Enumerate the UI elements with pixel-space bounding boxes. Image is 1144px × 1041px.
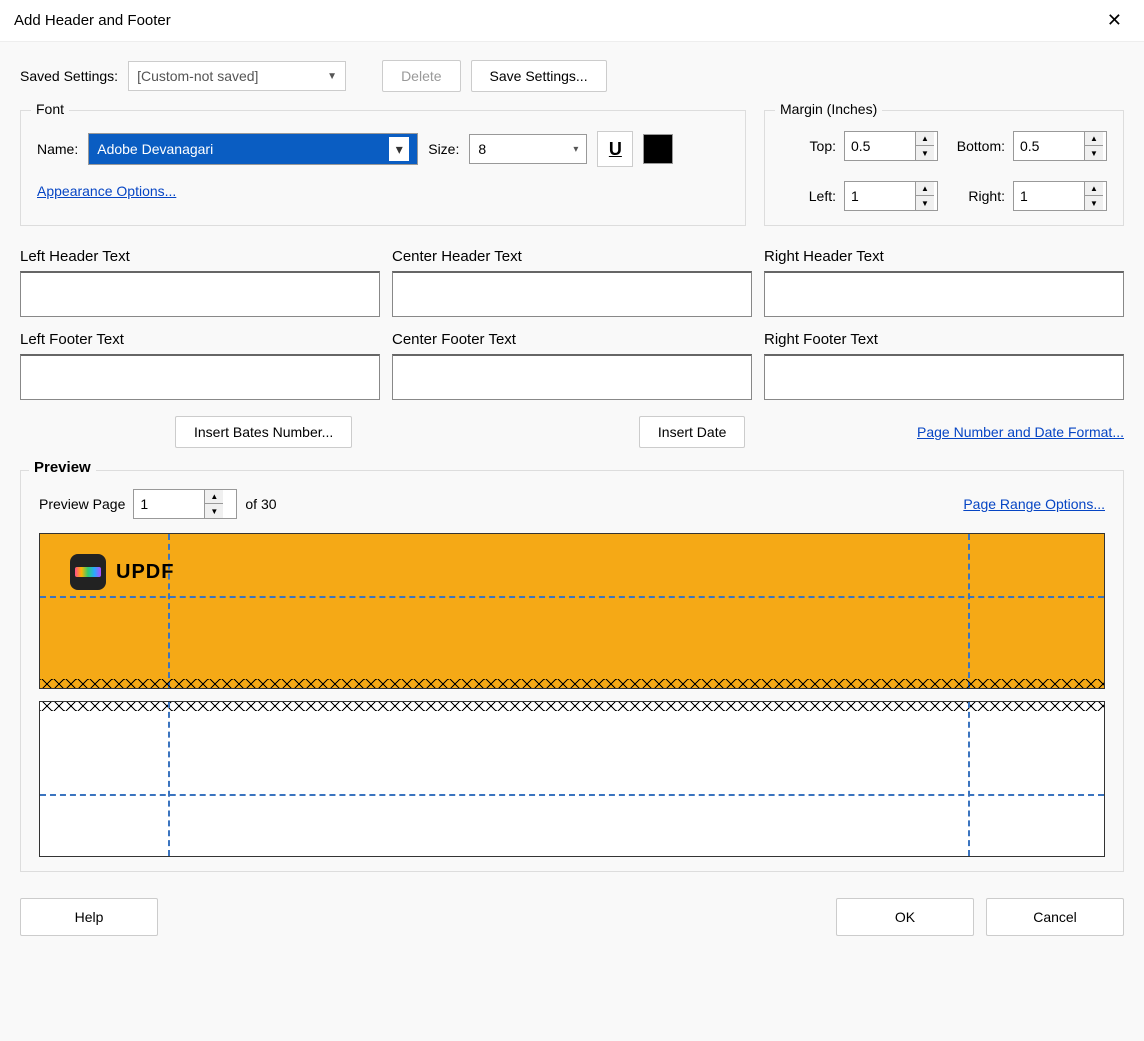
margin-left-label: Left: xyxy=(809,188,836,204)
margin-top-input[interactable] xyxy=(845,132,915,160)
page-range-options-link[interactable]: Page Range Options... xyxy=(963,496,1105,512)
preview-group: Preview Preview Page ▲▼ of 30 Page Range… xyxy=(20,470,1124,872)
saved-settings-value: [Custom-not saved] xyxy=(137,68,258,84)
font-group-label: Font xyxy=(31,101,69,117)
save-settings-button[interactable]: Save Settings... xyxy=(471,60,607,92)
font-size-select[interactable]: 8 ▾ xyxy=(469,134,587,164)
margin-guide-left xyxy=(168,702,170,856)
tear-edge-icon xyxy=(40,679,1104,689)
font-size-label: Size: xyxy=(428,141,459,157)
preview-page-label: Preview Page xyxy=(39,496,125,512)
margin-guide-right xyxy=(968,534,970,688)
font-name-value: Adobe Devanagari xyxy=(97,141,213,157)
page-number-format-link[interactable]: Page Number and Date Format... xyxy=(917,424,1124,440)
spinner-up-icon[interactable]: ▲ xyxy=(1085,182,1103,196)
center-footer-input[interactable] xyxy=(392,354,752,400)
insert-bates-button[interactable]: Insert Bates Number... xyxy=(175,416,352,448)
ok-button[interactable]: OK xyxy=(836,898,974,936)
margin-right-spinner[interactable]: ▲▼ xyxy=(1013,181,1107,211)
chevron-down-icon: ▼ xyxy=(327,71,337,82)
close-icon[interactable]: ✕ xyxy=(1099,8,1130,33)
spinner-down-icon[interactable]: ▼ xyxy=(916,146,934,160)
margin-bottom-label: Bottom: xyxy=(957,138,1005,154)
preview-group-label: Preview xyxy=(29,459,96,476)
insert-date-button[interactable]: Insert Date xyxy=(639,416,745,448)
updf-icon xyxy=(70,554,106,590)
font-name-select[interactable]: Adobe Devanagari ▾ xyxy=(88,133,418,165)
underline-button[interactable]: U xyxy=(597,131,633,167)
delete-button[interactable]: Delete xyxy=(382,60,460,92)
margin-group: Margin (Inches) Top: ▲▼ Bottom: ▲▼ xyxy=(764,110,1124,226)
margin-bottom-spinner[interactable]: ▲▼ xyxy=(1013,131,1107,161)
font-color-swatch[interactable] xyxy=(643,134,673,164)
center-header-label: Center Header Text xyxy=(392,248,752,265)
right-footer-label: Right Footer Text xyxy=(764,331,1124,348)
margin-guide-top xyxy=(40,596,1104,598)
saved-settings-select[interactable]: [Custom-not saved] ▼ xyxy=(128,61,346,91)
preview-header-pane: UPDF xyxy=(39,533,1105,689)
right-header-label: Right Header Text xyxy=(764,248,1124,265)
spinner-down-icon[interactable]: ▼ xyxy=(1085,146,1103,160)
left-header-input[interactable] xyxy=(20,271,380,317)
tear-edge-icon xyxy=(40,701,1104,711)
chevron-down-icon: ▾ xyxy=(573,144,578,155)
chevron-down-icon: ▾ xyxy=(389,137,409,161)
center-footer-label: Center Footer Text xyxy=(392,331,752,348)
font-name-label: Name: xyxy=(37,141,78,157)
preview-page-input[interactable] xyxy=(134,490,204,518)
updf-logo: UPDF xyxy=(70,554,174,590)
spinner-up-icon[interactable]: ▲ xyxy=(1085,132,1103,146)
preview-page-spinner[interactable]: ▲▼ xyxy=(133,489,237,519)
spinner-up-icon[interactable]: ▲ xyxy=(205,490,223,504)
left-footer-label: Left Footer Text xyxy=(20,331,380,348)
font-size-value: 8 xyxy=(478,141,486,157)
right-footer-input[interactable] xyxy=(764,354,1124,400)
help-button[interactable]: Help xyxy=(20,898,158,936)
margin-top-label: Top: xyxy=(810,138,836,154)
margin-right-input[interactable] xyxy=(1014,182,1084,210)
left-header-label: Left Header Text xyxy=(20,248,380,265)
spinner-up-icon[interactable]: ▲ xyxy=(916,182,934,196)
preview-footer-pane xyxy=(39,701,1105,857)
margin-group-label: Margin (Inches) xyxy=(775,101,882,117)
updf-logo-text: UPDF xyxy=(116,561,174,584)
spinner-down-icon[interactable]: ▼ xyxy=(1085,196,1103,210)
margin-top-spinner[interactable]: ▲▼ xyxy=(844,131,938,161)
margin-guide-right xyxy=(968,702,970,856)
margin-guide-bottom xyxy=(40,794,1104,796)
right-header-input[interactable] xyxy=(764,271,1124,317)
preview-of-total: of 30 xyxy=(245,496,276,512)
spinner-down-icon[interactable]: ▼ xyxy=(916,196,934,210)
cancel-button[interactable]: Cancel xyxy=(986,898,1124,936)
margin-right-label: Right: xyxy=(968,188,1005,204)
saved-settings-label: Saved Settings: xyxy=(20,68,118,84)
font-group: Font Name: Adobe Devanagari ▾ Size: 8 ▾ … xyxy=(20,110,746,226)
spinner-up-icon[interactable]: ▲ xyxy=(916,132,934,146)
appearance-options-link[interactable]: Appearance Options... xyxy=(37,183,176,199)
spinner-down-icon[interactable]: ▼ xyxy=(205,504,223,518)
left-footer-input[interactable] xyxy=(20,354,380,400)
center-header-input[interactable] xyxy=(392,271,752,317)
margin-left-spinner[interactable]: ▲▼ xyxy=(844,181,938,211)
margin-left-input[interactable] xyxy=(845,182,915,210)
window-title: Add Header and Footer xyxy=(14,12,171,29)
margin-bottom-input[interactable] xyxy=(1014,132,1084,160)
